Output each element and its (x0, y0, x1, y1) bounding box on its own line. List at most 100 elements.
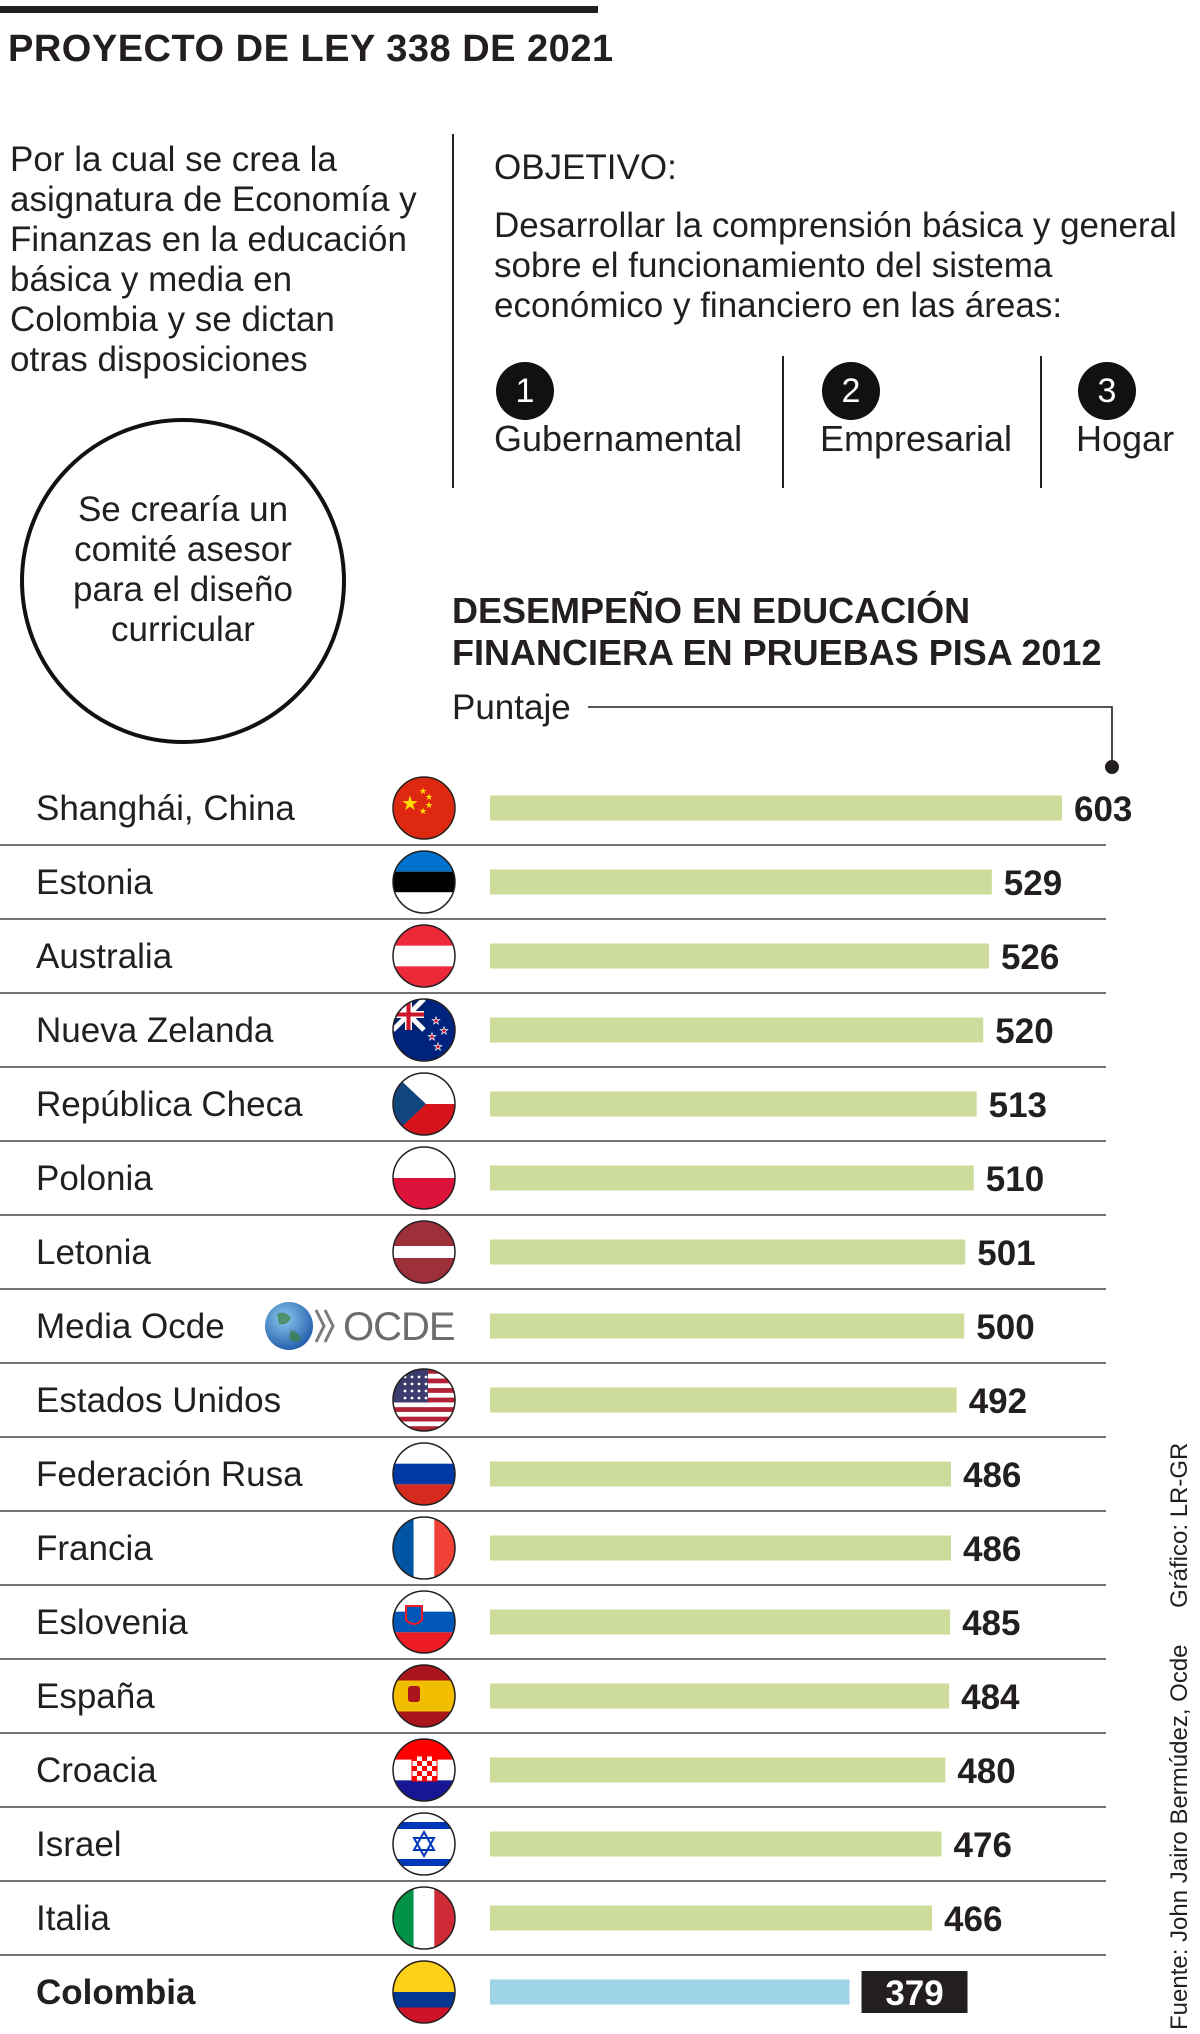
austria-flag-icon (393, 925, 455, 987)
flag-outline (392, 998, 456, 1062)
area-label: Hogar (1076, 418, 1175, 459)
svg-text:★: ★ (401, 793, 419, 815)
category-label: Italia (36, 1899, 110, 1938)
category-label: Eslovenia (36, 1603, 188, 1642)
usa-flag-icon (393, 1369, 455, 1431)
svg-text:★: ★ (425, 792, 433, 802)
value-label: 484 (961, 1678, 1020, 1717)
graphic-credit: Gráfico: LR-GR (1166, 1442, 1193, 1608)
bar (490, 1017, 984, 1043)
slovenia-flag-icon (393, 1591, 455, 1653)
divider (782, 356, 784, 488)
flag-outline (392, 1072, 456, 1136)
category-label: Federación Rusa (36, 1455, 303, 1494)
number-badge: 2 (822, 362, 880, 420)
bar (490, 1905, 933, 1931)
flag-outline (392, 1146, 456, 1210)
puntaje-leader-line (588, 706, 1113, 765)
number-badge: 3 (1078, 362, 1136, 420)
bar (490, 1313, 965, 1339)
category-label: Francia (36, 1529, 153, 1568)
flag-outline (392, 1886, 456, 1950)
value-label: 529 (1004, 864, 1062, 903)
area-label: Gubernamental (494, 418, 743, 459)
bar (490, 943, 989, 969)
bar (490, 1683, 950, 1709)
chart-title: DESEMPEÑO EN EDUCACIÓN FINANCIERA EN PRU… (452, 590, 1102, 673)
flag-outline (392, 1590, 456, 1654)
value-label: 501 (977, 1234, 1035, 1273)
svg-text:★: ★ (434, 1042, 443, 1053)
bill-description: Por la cual se crea la asignatura de Eco… (10, 140, 417, 379)
svg-text:★: ★ (428, 1032, 437, 1043)
israel-flag-icon (393, 1813, 455, 1875)
category-label: Polonia (36, 1159, 153, 1198)
objective-text: Desarrollar la comprensión básica y gene… (494, 206, 1177, 325)
value-label: 510 (986, 1160, 1044, 1199)
divider (452, 134, 454, 488)
svg-text:★: ★ (432, 1016, 441, 1027)
latvia-flag-icon (393, 1221, 455, 1283)
value-label: 480 (957, 1752, 1015, 1791)
category-label: Australia (36, 937, 173, 976)
ocde-logo: OCDE (265, 1302, 456, 1350)
category-label: Nueva Zelanda (36, 1011, 274, 1050)
italy-flag-icon (393, 1887, 455, 1949)
value-label: 476 (954, 1826, 1012, 1865)
bar (490, 1831, 942, 1857)
value-label: 486 (963, 1456, 1021, 1495)
source-credit: Fuente: John Jairo Bermúdez, Ocde (1166, 1644, 1193, 2030)
bar (490, 1535, 952, 1561)
divider (1040, 356, 1042, 488)
value-label: 500 (976, 1308, 1034, 1347)
ocde-logo-text: OCDE (343, 1305, 455, 1349)
bar (490, 1757, 946, 1783)
bar (490, 1609, 951, 1635)
france-flag-icon (393, 1517, 455, 1579)
china-flag-icon: ★★★★★ (393, 777, 455, 839)
bar (490, 1165, 974, 1191)
svg-text:★: ★ (425, 800, 433, 810)
value-label: 486 (963, 1530, 1021, 1569)
bar (490, 1461, 952, 1487)
value-label-box (861, 1971, 968, 2013)
bar (490, 1387, 957, 1413)
chart-subtitle: Puntaje (452, 688, 571, 727)
category-label: República Checa (36, 1085, 303, 1124)
category-label: Israel (36, 1825, 122, 1864)
svg-text:★: ★ (440, 1026, 449, 1037)
bar (490, 795, 1062, 821)
bar (490, 1239, 966, 1265)
committee-text: Se crearía un comité asesor para el dise… (73, 490, 293, 649)
category-label: España (36, 1677, 155, 1716)
value-label: 603 (1074, 790, 1132, 829)
flag-outline (392, 1516, 456, 1580)
estonia-flag-icon (393, 851, 455, 913)
value-label: 513 (989, 1086, 1047, 1125)
category-label: Letonia (36, 1233, 151, 1272)
bar (490, 869, 992, 895)
flag-outline (392, 1738, 456, 1802)
area-label: Empresarial (820, 418, 1013, 459)
svg-text:★: ★ (419, 786, 427, 796)
flag-outline (392, 924, 456, 988)
number-badge: 1 (496, 362, 554, 420)
category-label: Colombia (36, 1973, 196, 2012)
value-label: 526 (1001, 938, 1059, 977)
value-label: 492 (969, 1382, 1027, 1421)
bar (490, 1091, 977, 1117)
bar (490, 1979, 850, 2005)
value-label: 466 (944, 1900, 1002, 1939)
value-label: 485 (962, 1604, 1020, 1643)
spain-flag-icon (393, 1665, 455, 1727)
flag-outline (392, 1812, 456, 1876)
flag-outline (392, 776, 456, 840)
category-label: Estados Unidos (36, 1381, 281, 1420)
value-label: 379 (885, 1974, 943, 2013)
flag-outline (392, 1960, 456, 2024)
croatia-flag-icon (393, 1739, 455, 1801)
category-label: Media Ocde (36, 1307, 225, 1346)
page-title: PROYECTO DE LEY 338 DE 2021 (8, 28, 614, 70)
top-rule (0, 6, 598, 13)
